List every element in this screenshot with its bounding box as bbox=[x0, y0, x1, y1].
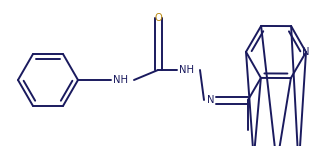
Text: N: N bbox=[207, 95, 215, 105]
Text: NH: NH bbox=[112, 75, 128, 85]
Text: O: O bbox=[154, 13, 162, 23]
Text: NH: NH bbox=[179, 65, 194, 75]
Text: N: N bbox=[302, 47, 310, 57]
